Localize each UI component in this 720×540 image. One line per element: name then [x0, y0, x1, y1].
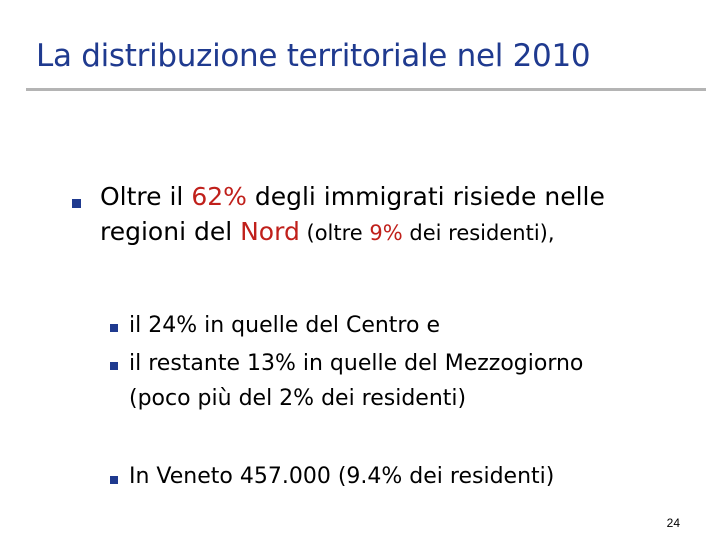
- highlight-percent-62: 62%: [191, 182, 247, 211]
- square-bullet-icon: [110, 362, 118, 370]
- sub-bullet-2: il restante 13% in quelle del Mezzogiorn…: [129, 351, 584, 376]
- main-bullet-text: Oltre il: [100, 182, 192, 211]
- square-bullet-icon: [110, 476, 118, 484]
- sub-bullet-3: In Veneto 457.000 (9.4% dei residenti): [129, 464, 555, 489]
- title-divider: [26, 88, 706, 91]
- main-bullet-text: dei residenti),: [402, 221, 555, 245]
- sub-bullet-1: il 24% in quelle del Centro e: [129, 313, 440, 338]
- square-bullet-icon: [72, 199, 81, 208]
- main-bullet-line-1: Oltre il 62% degli immigrati risiede nel…: [100, 182, 605, 211]
- main-bullet-text: degli immigrati risiede nelle: [246, 182, 605, 211]
- highlight-percent-9: 9%: [369, 221, 403, 245]
- highlight-nord: Nord: [240, 217, 300, 246]
- square-bullet-icon: [110, 324, 118, 332]
- page-number: 24: [666, 516, 680, 530]
- main-bullet-line-2: regioni del Nord (oltre 9% dei residenti…: [100, 217, 555, 246]
- sub-bullet-2-continuation: (poco più del 2% dei residenti): [129, 386, 467, 411]
- main-bullet-text: regioni del: [100, 217, 241, 246]
- main-bullet-text: (oltre: [299, 221, 370, 245]
- slide-title: La distribuzione territoriale nel 2010: [36, 38, 591, 74]
